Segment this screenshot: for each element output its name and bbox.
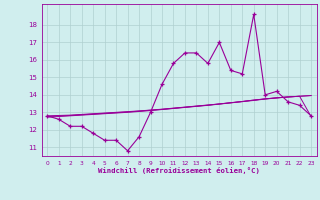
X-axis label: Windchill (Refroidissement éolien,°C): Windchill (Refroidissement éolien,°C) xyxy=(98,167,260,174)
